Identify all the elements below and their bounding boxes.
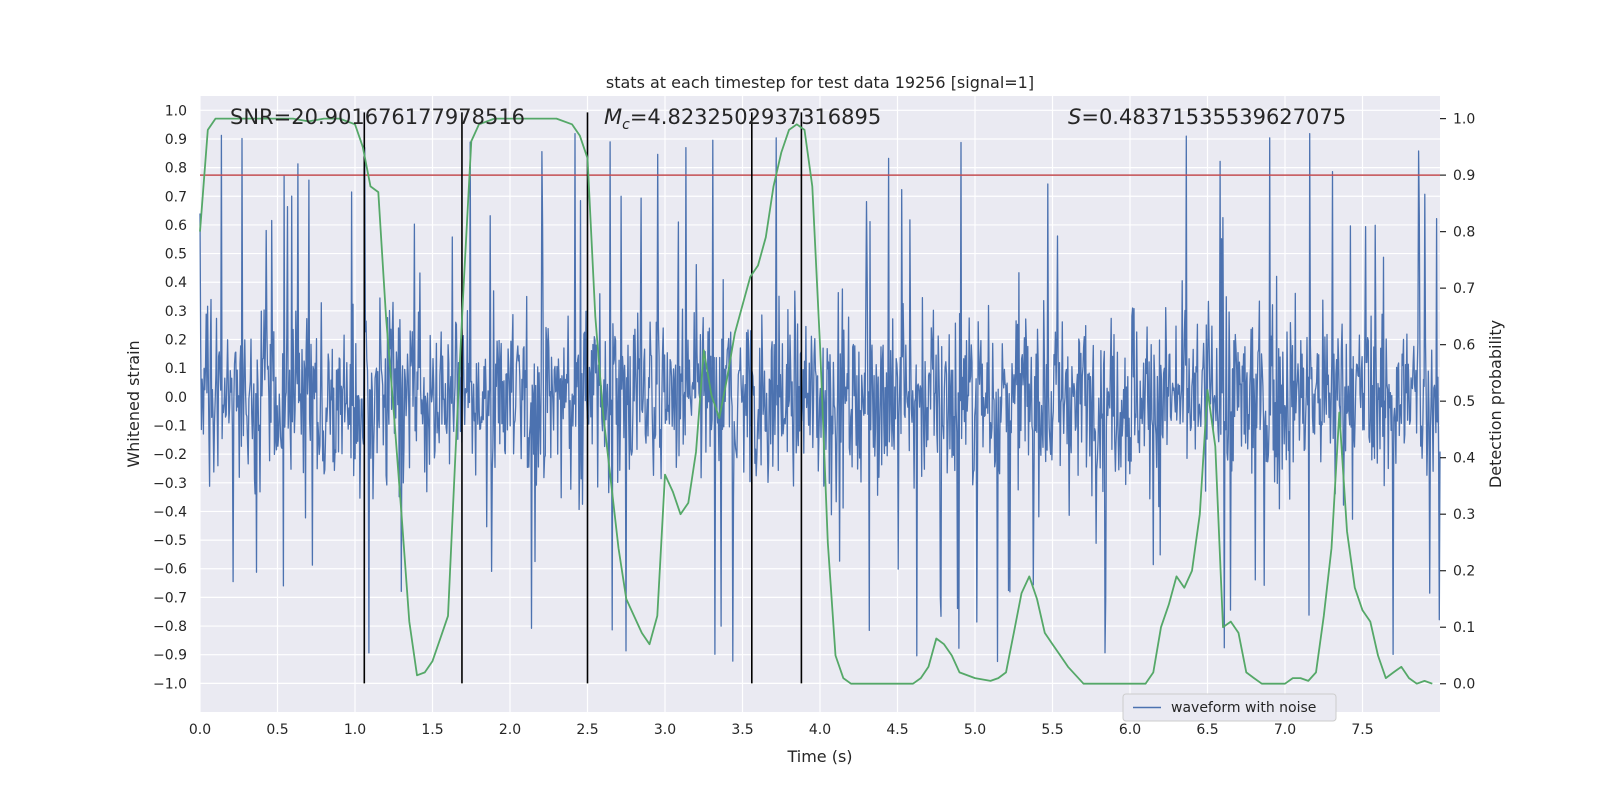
- y-left-tick-label: −0.6: [153, 562, 187, 578]
- legend-label-waveform: waveform with noise: [1171, 700, 1316, 716]
- chirp-mass-annotation: Mc=4.8232502937316895: [604, 105, 881, 133]
- s-symbol: S: [1068, 105, 1081, 129]
- x-tick-label: 1.5: [421, 722, 443, 738]
- y-left-tick-label: −0.7: [153, 590, 187, 606]
- x-tick-label: 6.0: [1119, 722, 1141, 738]
- y-right-tick-label: 0.4: [1453, 451, 1475, 467]
- x-axis-label: Time (s): [786, 747, 852, 766]
- x-tick-label: 5.5: [1041, 722, 1063, 738]
- probability-line: [199, 117, 1433, 685]
- x-tick-label: 0.5: [266, 722, 288, 738]
- y-left-tick-label: −0.5: [153, 533, 187, 549]
- s-annotation: S=0.48371535539627075: [1068, 105, 1346, 129]
- event-markers: [363, 112, 803, 684]
- y-left-tick-label: −0.4: [153, 504, 187, 520]
- s-value: =0.48371535539627075: [1081, 105, 1346, 129]
- y-right-tick-label: 0.6: [1453, 338, 1475, 354]
- waveform-line: [199, 132, 1441, 663]
- y-left-tick-label: 0.6: [165, 218, 187, 234]
- chirp-mass-symbol: M: [604, 105, 622, 129]
- y-left-tick-label: 0.9: [165, 132, 187, 148]
- y-right-tick-label: 0.0: [1453, 677, 1475, 693]
- axes: 0.0 0.5 1.0 1.5 2.0 2.5 3.0 3.5 4.0 4.5 5.0 5.5 6.0 6…: [153, 103, 1475, 738]
- y-right-tick-label: 0.3: [1453, 507, 1475, 523]
- y-left-tick-label: −0.8: [153, 619, 187, 635]
- y-right-tick-label: 1.0: [1453, 112, 1475, 128]
- probability-series: [199, 117, 1433, 685]
- chirp-mass-subscript: c: [622, 117, 630, 133]
- x-tick-label: 4.5: [886, 722, 908, 738]
- x-tick-label: 4.0: [809, 722, 831, 738]
- y-left-tick-label: −0.9: [153, 648, 187, 664]
- y-left-tick-label: 0.2: [165, 333, 187, 349]
- y-left-tick-label: 0.5: [165, 247, 187, 263]
- y-left-tick-label: 0.0: [165, 390, 187, 406]
- y-left-tick-label: 0.1: [165, 361, 187, 377]
- x-tick-label: 5.0: [964, 722, 986, 738]
- y-left-tick-label: 0.4: [165, 275, 187, 291]
- y-left-tick-label: −0.1: [153, 418, 187, 434]
- y-right-tick-label: 0.1: [1453, 620, 1475, 636]
- x-tick-label: 3.0: [654, 722, 676, 738]
- y-left-tick-label: 0.7: [165, 189, 187, 205]
- y-right-tick-label: 0.5: [1453, 394, 1475, 410]
- y-right-tick-label: 0.2: [1453, 564, 1475, 580]
- y-left-tick-label: 1.0: [165, 103, 187, 119]
- x-tick-label: 2.5: [576, 722, 598, 738]
- snr-annotation: SNR=20.901676177978516: [230, 105, 525, 129]
- x-tick-label: 3.5: [731, 722, 753, 738]
- y-axis-left-label: Whitened strain: [124, 340, 143, 467]
- chart-title: stats at each timestep for test data 192…: [606, 73, 1034, 92]
- x-tick-label: 7.5: [1351, 722, 1373, 738]
- y-left-tick-label: −1.0: [153, 676, 187, 692]
- chirp-mass-value: =4.8232502937316895: [630, 105, 881, 129]
- x-tick-label: 2.0: [499, 722, 521, 738]
- y-right-tick-label: 0.7: [1453, 281, 1475, 297]
- waveform-series: [199, 132, 1441, 663]
- x-tick-label: 0.0: [189, 722, 211, 738]
- y-left-tick-label: 0.8: [165, 161, 187, 177]
- y-left-tick-label: 0.3: [165, 304, 187, 320]
- y-right-tick-label: 0.8: [1453, 225, 1475, 241]
- x-tick-label: 1.0: [344, 722, 366, 738]
- y-left-tick-label: −0.3: [153, 476, 187, 492]
- y-left-tick-label: −0.2: [153, 447, 187, 463]
- legend: waveform with noise: [1122, 693, 1337, 722]
- legend-box: [1122, 693, 1337, 722]
- x-tick-label: 7.0: [1274, 722, 1296, 738]
- y-axis-right-label: Detection probability: [1486, 320, 1505, 488]
- y-right-tick-label: 0.9: [1453, 168, 1475, 184]
- x-tick-label: 6.5: [1196, 722, 1218, 738]
